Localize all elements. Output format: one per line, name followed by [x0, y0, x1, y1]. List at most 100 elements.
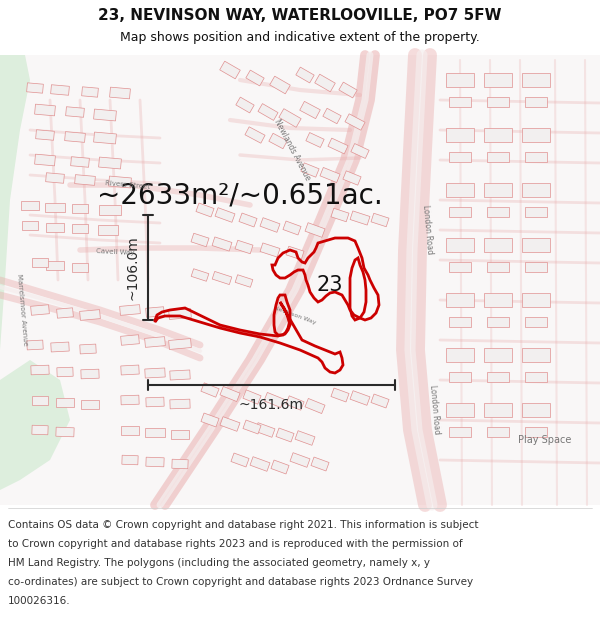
Bar: [35, 104, 55, 116]
Bar: [56, 428, 74, 437]
Bar: [305, 222, 325, 238]
Bar: [246, 70, 264, 86]
Bar: [50, 85, 70, 95]
Bar: [201, 413, 219, 427]
Bar: [525, 372, 547, 382]
Bar: [446, 403, 474, 417]
Bar: [315, 74, 335, 92]
Bar: [484, 73, 512, 87]
Bar: [305, 399, 325, 414]
Bar: [46, 222, 64, 231]
Bar: [484, 348, 512, 362]
Bar: [487, 262, 509, 272]
Bar: [27, 340, 43, 350]
Bar: [121, 426, 139, 434]
Bar: [122, 455, 138, 465]
Bar: [286, 396, 304, 410]
Text: Contains OS data © Crown copyright and database right 2021. This information is : Contains OS data © Crown copyright and d…: [8, 520, 479, 530]
Bar: [32, 425, 48, 435]
Bar: [196, 203, 214, 217]
Bar: [449, 262, 471, 272]
Bar: [331, 208, 349, 222]
Bar: [80, 309, 100, 321]
Bar: [484, 183, 512, 197]
Text: 23: 23: [317, 275, 343, 295]
Bar: [26, 83, 43, 93]
Bar: [46, 173, 64, 183]
Text: ~106.0m: ~106.0m: [126, 235, 140, 300]
Text: Play Space: Play Space: [518, 435, 572, 445]
Bar: [323, 108, 341, 124]
Text: to Crown copyright and database rights 2023 and is reproduced with the permissio: to Crown copyright and database rights 2…: [8, 539, 463, 549]
Bar: [446, 73, 474, 87]
Bar: [201, 383, 219, 397]
Text: London Road: London Road: [428, 385, 442, 435]
Bar: [35, 154, 55, 166]
Bar: [169, 339, 191, 349]
Bar: [522, 348, 550, 362]
Bar: [525, 207, 547, 217]
Bar: [212, 237, 232, 251]
Bar: [484, 238, 512, 252]
Bar: [31, 305, 49, 315]
Bar: [145, 368, 165, 378]
Bar: [522, 293, 550, 307]
Bar: [236, 97, 254, 113]
Bar: [286, 246, 304, 260]
Bar: [522, 183, 550, 197]
Text: Cavell Way: Cavell Way: [95, 248, 134, 256]
Bar: [191, 233, 209, 247]
Bar: [300, 101, 320, 119]
Bar: [21, 201, 39, 209]
Bar: [82, 87, 98, 97]
Bar: [65, 107, 85, 118]
Bar: [74, 174, 95, 186]
Bar: [146, 307, 164, 318]
Bar: [283, 221, 301, 235]
Bar: [487, 427, 509, 437]
Bar: [449, 317, 471, 327]
Bar: [339, 82, 357, 98]
Bar: [220, 417, 240, 431]
Bar: [172, 459, 188, 469]
Bar: [487, 97, 509, 107]
Bar: [169, 309, 191, 319]
Bar: [276, 428, 294, 442]
Text: 23, NEVINSON WAY, WATERLOOVILLE, PO7 5FW: 23, NEVINSON WAY, WATERLOOVILLE, PO7 5FW: [98, 8, 502, 22]
Bar: [446, 238, 474, 252]
Bar: [220, 386, 240, 401]
Bar: [119, 304, 140, 316]
Text: Marrelsmoor Avenue: Marrelsmoor Avenue: [16, 274, 28, 346]
Bar: [446, 128, 474, 142]
Bar: [487, 317, 509, 327]
Bar: [72, 224, 88, 232]
Bar: [146, 458, 164, 467]
Polygon shape: [0, 360, 70, 505]
Bar: [484, 403, 512, 417]
Bar: [311, 457, 329, 471]
Bar: [121, 335, 139, 345]
Bar: [212, 271, 232, 284]
Bar: [98, 225, 118, 235]
Bar: [449, 372, 471, 382]
Bar: [522, 128, 550, 142]
Bar: [145, 337, 166, 348]
Bar: [170, 370, 190, 380]
Bar: [239, 213, 257, 227]
Bar: [306, 132, 324, 148]
Bar: [449, 207, 471, 217]
Bar: [45, 202, 65, 211]
Bar: [22, 221, 38, 229]
Bar: [35, 130, 55, 140]
Text: 100026316.: 100026316.: [8, 596, 71, 606]
Bar: [51, 342, 69, 352]
Bar: [371, 213, 389, 227]
Bar: [525, 97, 547, 107]
Bar: [255, 422, 275, 437]
Bar: [109, 176, 131, 188]
Bar: [145, 428, 165, 436]
Bar: [81, 399, 99, 409]
Bar: [345, 114, 365, 130]
Bar: [446, 293, 474, 307]
Bar: [80, 344, 96, 354]
